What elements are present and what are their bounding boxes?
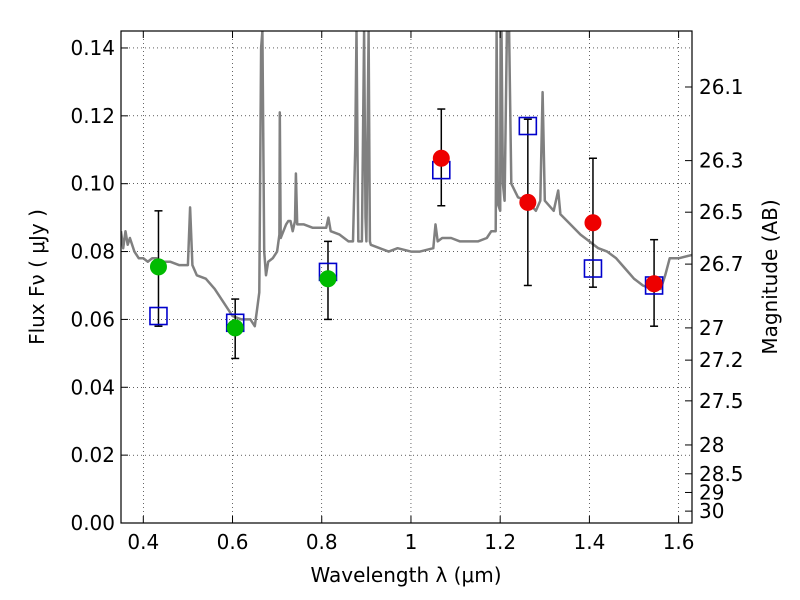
- plot-frame: [120, 30, 693, 524]
- magnitude-tick-label: 27.5: [699, 389, 744, 413]
- magnitude-tick-label: 28: [699, 433, 724, 457]
- y-axis-ticks: 0.00 0.02 0.04 0.06 0.08 0.10 0.12 0.14: [70, 36, 128, 535]
- x-axis-label: Wavelength λ (μm): [310, 563, 501, 587]
- red-data-point: [432, 149, 450, 167]
- x-axis-ticks: 0.4 0.6 0.8 1 1.2 1.4 1.6: [127, 31, 695, 554]
- y-tick-label: 0.12: [70, 104, 115, 128]
- y-tick-label: 0.04: [70, 375, 115, 399]
- magnitude-tick-label: 29: [699, 480, 724, 504]
- x-tick-label: 0.8: [306, 530, 338, 554]
- magnitude-tick-label: 27: [699, 316, 724, 340]
- magnitude-tick-label: 26.3: [699, 149, 744, 173]
- x-tick-label: 0.6: [217, 530, 249, 554]
- green-data-point: [226, 319, 244, 337]
- magnitude-tick-label: 30: [699, 499, 724, 523]
- model-square: [583, 259, 603, 278]
- y-tick-label: 0.08: [70, 240, 115, 264]
- red-data-point: [519, 193, 537, 211]
- magnitude-tick-label: 26.7: [699, 252, 744, 276]
- y-tick-label: 0.06: [70, 307, 115, 331]
- x-tick-label: 0.4: [127, 530, 159, 554]
- y-tick-label: 0.10: [70, 172, 115, 196]
- y-tick-label: 0.14: [70, 36, 115, 60]
- green-data-point: [319, 270, 337, 288]
- plot-area: [121, 31, 692, 360]
- magnitude-tick-label: 26.1: [699, 75, 744, 99]
- magnitude-tick-label: 28.5: [699, 462, 744, 486]
- model-square: [518, 116, 538, 136]
- green-data-point: [149, 258, 167, 276]
- magnitude-tick-label: 26.5: [699, 200, 744, 224]
- x-tick-label: 1.4: [573, 530, 605, 554]
- x-tick-label: 1.2: [484, 530, 516, 554]
- red-data-point: [584, 214, 602, 232]
- spectrum-line: [121, 31, 692, 328]
- magnitude-axis-label: Magnitude (AB): [758, 199, 782, 354]
- y-tick-label: 0.02: [70, 443, 115, 467]
- plot-background: [121, 31, 692, 523]
- y-tick-label: 0.00: [70, 511, 115, 535]
- model-square: [149, 306, 168, 326]
- x-tick-label: 1.6: [663, 530, 695, 554]
- y-axis-label: Flux Fν ( μJy ): [25, 209, 49, 345]
- magnitude-tick-label: 27.2: [699, 348, 744, 372]
- data-points: [149, 149, 663, 337]
- x-tick-label: 1: [405, 530, 418, 554]
- red-data-point: [645, 275, 663, 293]
